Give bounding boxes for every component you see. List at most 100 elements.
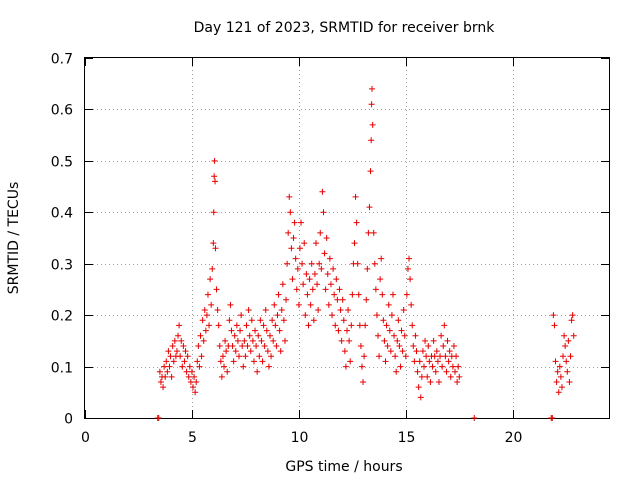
data-point (394, 337, 401, 344)
data-point (357, 343, 364, 349)
data-point (444, 337, 451, 344)
data-point (333, 276, 340, 283)
data-point (471, 415, 478, 421)
data-point (412, 332, 419, 339)
data-point (432, 368, 439, 375)
data-point (289, 276, 296, 283)
data-point (177, 353, 184, 360)
data-point (355, 291, 362, 298)
data-point (329, 312, 336, 319)
data-point (353, 219, 360, 226)
data-point (211, 173, 218, 180)
data-point (369, 85, 376, 92)
data-point (396, 343, 403, 349)
chart-title: Day 121 of 2023, SRMTID for receiver brn… (194, 20, 496, 36)
grid-lines (85, 58, 609, 418)
data-point (570, 332, 577, 339)
data-point (255, 332, 262, 339)
data-point (334, 296, 341, 303)
data-point (368, 137, 375, 144)
data-point (215, 322, 222, 329)
x-tick-label: 5 (188, 430, 197, 446)
data-point (422, 337, 429, 344)
data-point (238, 312, 245, 319)
data-point (199, 317, 206, 324)
y-tick-label: 0 (64, 412, 73, 428)
data-point (206, 322, 213, 329)
data-point (202, 327, 209, 334)
y-tick-label: 0.1 (51, 361, 73, 377)
data-point (218, 373, 225, 380)
data-point (301, 240, 308, 247)
data-point (305, 322, 312, 329)
data-point (298, 219, 305, 226)
data-point (264, 348, 271, 355)
data-point (231, 332, 238, 339)
data-point (287, 209, 294, 216)
data-point (221, 363, 228, 370)
data-point (406, 255, 413, 262)
data-point (381, 337, 388, 344)
x-tick-label: 0 (81, 430, 90, 446)
data-point (256, 353, 263, 360)
data-point (263, 327, 270, 334)
data-point (210, 240, 217, 247)
data-point (449, 363, 456, 370)
data-point (423, 353, 430, 360)
data-point (414, 368, 421, 375)
data-point (417, 394, 424, 401)
data-point (453, 353, 460, 360)
data-point (294, 265, 301, 272)
data-point (408, 301, 415, 308)
data-point (393, 368, 400, 375)
data-point (411, 358, 418, 365)
data-point (250, 358, 257, 365)
data-point (165, 348, 172, 355)
data-point (441, 322, 448, 329)
data-point (391, 332, 398, 339)
y-tick-label: 0.7 (51, 52, 73, 68)
data-point (156, 368, 163, 375)
data-point (228, 327, 235, 334)
data-point (319, 188, 326, 195)
data-point (182, 348, 189, 355)
data-point (261, 343, 268, 349)
data-point (260, 322, 267, 329)
data-point (558, 384, 565, 391)
data-point (293, 286, 300, 293)
data-point (257, 317, 264, 324)
data-point (352, 193, 359, 200)
data-point (178, 337, 185, 344)
data-point (344, 327, 350, 334)
data-point (356, 322, 363, 329)
data-point (400, 307, 407, 313)
data-point (323, 235, 330, 241)
data-point (316, 260, 323, 267)
data-point (562, 343, 569, 349)
data-points (154, 85, 577, 421)
data-point (157, 379, 164, 385)
x-tick-label: 10 (291, 430, 309, 446)
x-tick-label: 20 (505, 430, 523, 446)
data-point (445, 358, 452, 365)
data-point (409, 322, 416, 329)
data-point (326, 255, 333, 262)
data-point (275, 291, 282, 298)
data-point (183, 368, 190, 375)
data-point (243, 322, 250, 329)
data-point (190, 384, 197, 391)
data-point (552, 358, 559, 365)
data-point (207, 276, 214, 283)
data-point (217, 358, 224, 365)
data-point (342, 363, 349, 370)
data-point (161, 363, 168, 370)
data-point (188, 368, 195, 375)
data-point (290, 235, 297, 241)
data-point (171, 337, 178, 344)
data-point (325, 301, 332, 308)
data-point (277, 348, 284, 355)
data-point (561, 332, 568, 339)
data-point (237, 327, 244, 334)
x-tick-label: 15 (398, 430, 416, 446)
